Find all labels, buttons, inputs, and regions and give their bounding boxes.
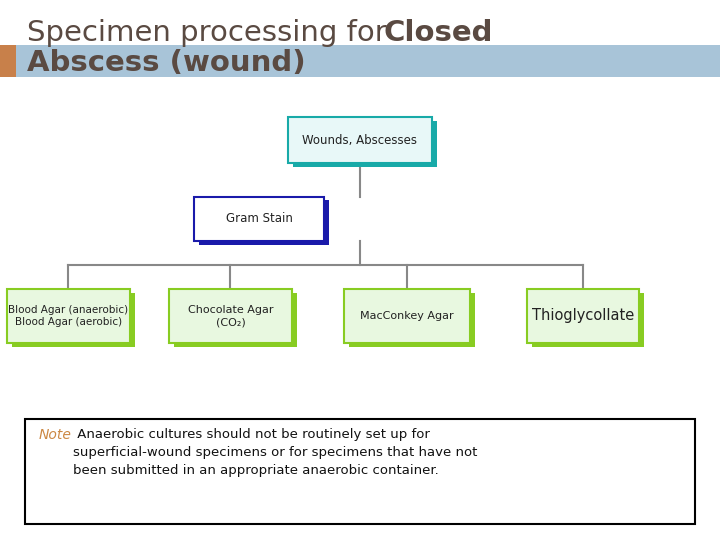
Text: Anaerobic cultures should not be routinely set up for
superficial-wound specimen: Anaerobic cultures should not be routine… <box>73 428 477 477</box>
Text: Chocolate Agar
(CO₂): Chocolate Agar (CO₂) <box>188 305 273 327</box>
Text: Blood Agar (anaerobic)
Blood Agar (aerobic): Blood Agar (anaerobic) Blood Agar (aerob… <box>9 305 128 327</box>
Text: Closed: Closed <box>384 19 493 47</box>
FancyBboxPatch shape <box>169 289 292 343</box>
Text: Thioglycollate: Thioglycollate <box>532 308 634 323</box>
Text: MacConkey Agar: MacConkey Agar <box>360 311 454 321</box>
FancyBboxPatch shape <box>7 289 130 343</box>
FancyBboxPatch shape <box>293 122 437 167</box>
Text: Wounds, Abscesses: Wounds, Abscesses <box>302 134 418 147</box>
FancyBboxPatch shape <box>174 293 297 347</box>
FancyBboxPatch shape <box>25 418 695 524</box>
FancyBboxPatch shape <box>199 200 329 245</box>
FancyBboxPatch shape <box>344 289 469 343</box>
FancyBboxPatch shape <box>533 293 644 347</box>
Bar <box>0 45 16 77</box>
FancyBboxPatch shape <box>527 289 639 343</box>
Text: Abscess (wound): Abscess (wound) <box>27 49 306 77</box>
Text: Note: Note <box>38 428 71 442</box>
FancyBboxPatch shape <box>12 293 135 347</box>
FancyBboxPatch shape <box>348 293 475 347</box>
Bar <box>16 45 720 77</box>
FancyBboxPatch shape <box>288 117 432 163</box>
Text: Specimen processing for: Specimen processing for <box>27 19 396 47</box>
Text: Gram Stain: Gram Stain <box>226 212 292 225</box>
FancyBboxPatch shape <box>194 197 324 241</box>
